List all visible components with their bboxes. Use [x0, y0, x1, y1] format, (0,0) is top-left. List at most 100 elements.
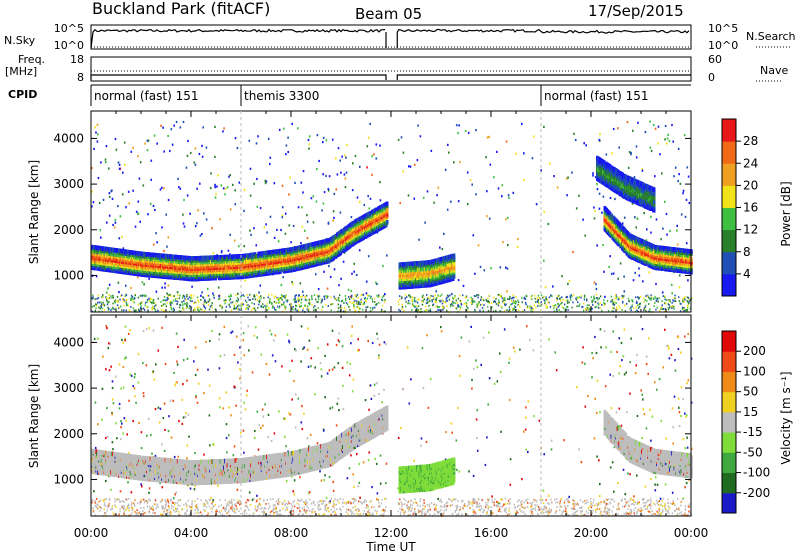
echo-cell	[687, 304, 689, 307]
echo-cell	[570, 298, 572, 301]
echo-cell	[167, 236, 170, 239]
echo-cell	[439, 295, 441, 297]
noise-tick-high-right: 10^5	[708, 22, 738, 35]
echo-cell	[626, 121, 629, 124]
echo-cell	[473, 300, 475, 303]
echo-cell	[326, 287, 329, 290]
echo-cell	[208, 308, 211, 311]
echo-cell	[504, 303, 506, 306]
echo-cell	[422, 294, 424, 297]
echo-cell	[259, 284, 262, 287]
echo-cell	[132, 300, 134, 303]
echo-cell	[316, 168, 318, 171]
echo-cell	[477, 294, 480, 296]
echo-cell	[146, 149, 149, 152]
echo-cell	[402, 170, 404, 173]
echo-cell	[108, 195, 111, 199]
echo-cell	[595, 297, 598, 299]
echo-cell	[543, 125, 545, 128]
echo-cell	[112, 296, 114, 299]
echo-cell	[442, 306, 444, 309]
echo-cell	[592, 303, 594, 306]
echo-cell	[271, 302, 273, 304]
echo-cell	[462, 284, 465, 287]
echo-cell	[621, 309, 623, 311]
echo-cell	[576, 305, 578, 308]
echo-cell	[593, 295, 595, 298]
echo-cell	[246, 306, 248, 309]
echo-cell	[404, 294, 407, 296]
echo-cell	[149, 297, 152, 300]
echo-cell	[278, 297, 280, 300]
echo-cell	[425, 309, 428, 312]
echo-cell	[154, 208, 156, 212]
echo-cell	[115, 148, 118, 151]
echo-cell	[336, 173, 339, 176]
echo-cell	[680, 213, 683, 216]
echo-cell	[586, 304, 589, 307]
echo-cell	[531, 294, 533, 297]
echo-cell	[95, 303, 97, 306]
echo-cell	[94, 126, 96, 129]
echo-cell	[304, 296, 306, 298]
echo-cell	[185, 166, 188, 169]
echo-cell	[635, 145, 638, 148]
echo-cell	[381, 308, 383, 311]
echo-cell	[611, 152, 613, 155]
echo-cell	[360, 293, 363, 296]
echo-cell	[185, 306, 188, 309]
echo-cell	[242, 303, 244, 306]
echo-cell	[679, 310, 682, 313]
echo-cell	[345, 302, 348, 304]
echo-cell	[256, 177, 258, 181]
echo-cell	[276, 228, 278, 231]
echo-cell	[465, 302, 467, 304]
echo-cell	[672, 140, 674, 143]
echo-cell	[282, 303, 285, 306]
echo-cell	[542, 296, 544, 299]
echo-cell	[296, 309, 298, 312]
echo-cell	[162, 303, 165, 306]
echo-cell	[604, 295, 606, 298]
echo-cell	[275, 302, 277, 305]
echo-cell	[574, 138, 577, 142]
echo-cell	[197, 299, 199, 302]
echo-cell	[482, 309, 484, 312]
echo-cell	[611, 310, 613, 313]
echo-cell	[297, 309, 300, 312]
echo-cell	[281, 184, 284, 187]
echo-cell	[689, 307, 691, 310]
echo-cell	[252, 298, 254, 300]
echo-cell	[435, 305, 437, 308]
echo-cell	[639, 305, 641, 308]
echo-cell	[685, 309, 688, 312]
echo-cell	[237, 245, 240, 248]
echo-cell	[166, 299, 168, 301]
echo-cell	[125, 302, 128, 305]
echo-cell	[673, 300, 675, 302]
echo-cell	[429, 297, 431, 300]
echo-cell	[322, 136, 325, 139]
echo-cell	[621, 294, 623, 297]
echo-cell	[173, 124, 175, 127]
echo-cell	[588, 304, 590, 307]
echo-cell	[356, 300, 358, 303]
echo-cell	[155, 304, 157, 307]
echo-cell	[291, 122, 293, 125]
echo-cell	[330, 296, 332, 298]
echo-cell	[252, 307, 254, 310]
echo-cell	[454, 302, 456, 305]
echo-cell	[183, 198, 185, 202]
echo-cell	[170, 308, 173, 311]
echo-cell	[327, 221, 330, 224]
echo-cell	[441, 293, 443, 296]
echo-cell	[354, 299, 356, 302]
echo-cell	[139, 161, 142, 164]
echo-cell	[126, 304, 128, 306]
echo-cell	[411, 309, 413, 311]
echo-cell	[167, 297, 169, 300]
echo-cell	[207, 300, 209, 303]
echo-cell	[635, 226, 637, 229]
echo-cell	[429, 309, 432, 312]
echo-cell	[586, 307, 589, 309]
